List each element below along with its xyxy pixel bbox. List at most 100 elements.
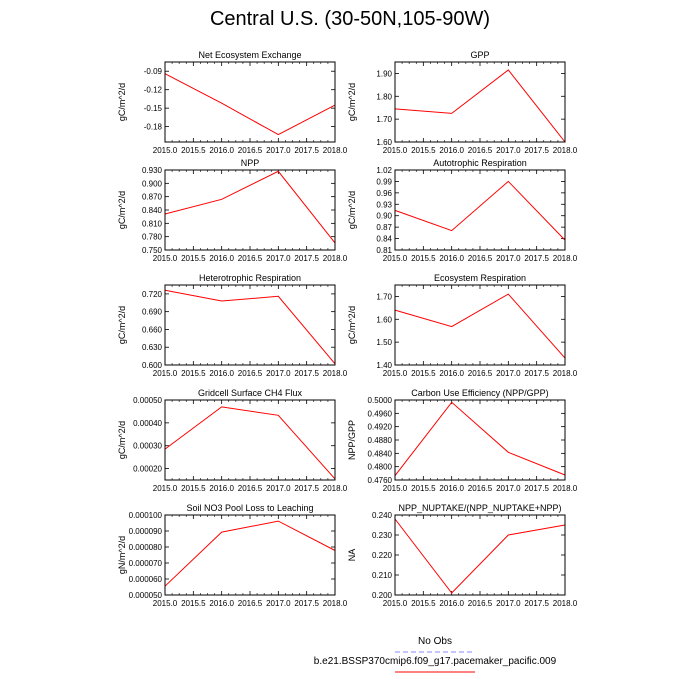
y-axis-label: gC/m^2/d [117, 421, 127, 459]
y-axis-label: NA [347, 549, 357, 562]
x-tick-label: 2016.0 [439, 254, 464, 263]
chart-title: GPP [470, 50, 489, 60]
y-tick-label: 0.840 [142, 206, 163, 215]
x-tick-label: 2017.5 [524, 484, 549, 493]
x-tick-label: 2016.0 [439, 599, 464, 608]
x-tick-label: 2017.5 [524, 146, 549, 155]
chart-panel-8: Carbon Use Efficiency (NPP/GPP) NPP/GPP 20… [347, 388, 578, 493]
y-tick-label: 0.4800 [368, 463, 393, 472]
chart-title: Net Ecosystem Exchange [198, 50, 301, 60]
y-tick-label: 1.60 [376, 315, 392, 324]
y-tick-label: 0.600 [142, 361, 163, 370]
y-axis-label: gC/m^2/d [347, 83, 357, 121]
x-tick-label: 2017.5 [294, 484, 319, 493]
x-tick-label: 2017.0 [266, 146, 291, 155]
chart-panel-6: Ecosystem Respiration gC/m^2/d 2015.0 2015.… [347, 273, 578, 378]
chart-title: Heterotrophic Respiration [199, 273, 301, 283]
chart-title: NPP_NUPTAKE/(NPP_NUPTAKE+NPP) [399, 503, 562, 513]
chart-title: Ecosystem Respiration [434, 273, 526, 283]
x-tick-label: 2015.5 [181, 369, 206, 378]
x-tick-label: 2015.5 [411, 369, 436, 378]
y-tick-label: 1.80 [376, 92, 392, 101]
y-tick-label: 0.000090 [129, 527, 163, 536]
y-tick-label: 1.60 [376, 138, 392, 147]
x-tick-label: 2016.5 [468, 369, 493, 378]
x-tick-label: 2017.0 [266, 369, 291, 378]
y-tick-label: 0.4880 [368, 436, 393, 445]
series-line [394, 401, 566, 477]
x-tick-label: 2018.0 [323, 599, 348, 608]
y-tick-label: 1.02 [376, 166, 392, 175]
page-title: Central U.S. (30-50N,105-90W) [209, 8, 491, 30]
y-tick-label: 1.40 [376, 361, 392, 370]
x-tick-label: 2016.5 [238, 254, 263, 263]
y-tick-label: 1.50 [376, 338, 392, 347]
x-tick-label: 2017.0 [496, 254, 521, 263]
x-tick-label: 2017.0 [496, 484, 521, 493]
y-axis-label: gC/m^2/d [347, 306, 357, 344]
y-tick-label: 0.90 [376, 212, 392, 221]
y-tick-label: 0.00040 [133, 419, 162, 428]
x-tick-label: 2016.0 [209, 146, 234, 155]
y-tick-label: 0.000080 [129, 543, 163, 552]
x-tick-label: 2017.5 [524, 599, 549, 608]
x-tick-label: 2017.5 [294, 369, 319, 378]
x-tick-label: 2017.0 [266, 254, 291, 263]
y-tick-label: 1.90 [376, 69, 392, 78]
y-tick-label: 0.220 [372, 551, 393, 560]
y-tick-label: 0.930 [142, 166, 163, 175]
series-line [394, 69, 566, 143]
y-tick-label: 0.000070 [129, 559, 163, 568]
x-tick-label: 2016.0 [439, 484, 464, 493]
x-tick-label: 2016.5 [238, 146, 263, 155]
x-tick-label: 2016.5 [468, 599, 493, 608]
plot-frame [394, 169, 566, 251]
x-tick-label: 2018.0 [323, 254, 348, 263]
series-line [164, 73, 336, 136]
x-tick-label: 2015.0 [383, 599, 408, 608]
x-tick-label: 2016.5 [238, 369, 263, 378]
y-tick-label: 0.99 [376, 177, 392, 186]
x-tick-label: 2015.5 [411, 599, 436, 608]
x-tick-label: 2016.0 [209, 484, 234, 493]
plot-frame [164, 61, 336, 143]
x-tick-label: 2018.0 [323, 369, 348, 378]
y-axis-label: gC/m^2/d [347, 191, 357, 229]
x-tick-label: 2015.5 [181, 484, 206, 493]
chart-title: Autotrophic Respiration [433, 158, 527, 168]
y-tick-label: 0.200 [372, 591, 393, 600]
x-tick-label: 2016.0 [439, 146, 464, 155]
x-tick-label: 2015.0 [153, 146, 178, 155]
x-tick-label: 2015.5 [181, 599, 206, 608]
x-tick-label: 2016.5 [238, 599, 263, 608]
y-tick-label: 0.00030 [133, 442, 162, 451]
y-tick-label: 0.750 [142, 246, 163, 255]
x-tick-label: 2016.5 [238, 484, 263, 493]
x-tick-label: 2015.0 [383, 254, 408, 263]
x-tick-label: 2018.0 [323, 484, 348, 493]
x-tick-label: 2016.0 [209, 599, 234, 608]
y-axis-label: gC/m^2/d [117, 191, 127, 229]
chart-title: Carbon Use Efficiency (NPP/GPP) [411, 388, 548, 398]
plot-frame [394, 514, 566, 596]
x-tick-label: 2018.0 [553, 369, 578, 378]
y-tick-label: 0.870 [142, 193, 163, 202]
y-tick-label: 0.720 [142, 290, 163, 299]
plot-frame [394, 284, 566, 366]
y-tick-label: 0.000100 [129, 511, 163, 520]
y-tick-label: 0.87 [376, 223, 392, 232]
x-tick-label: 2015.5 [181, 146, 206, 155]
x-tick-label: 2016.5 [468, 146, 493, 155]
y-tick-label: 0.4960 [368, 409, 393, 418]
x-tick-label: 2017.0 [266, 599, 291, 608]
x-tick-label: 2017.5 [294, 599, 319, 608]
x-tick-label: 2015.0 [153, 599, 178, 608]
y-axis-label: NPP/GPP [347, 420, 357, 460]
chart-title: Soil NO3 Pool Loss to Leaching [186, 503, 313, 513]
y-tick-label: 0.4920 [368, 423, 393, 432]
x-tick-label: 2017.5 [524, 254, 549, 263]
